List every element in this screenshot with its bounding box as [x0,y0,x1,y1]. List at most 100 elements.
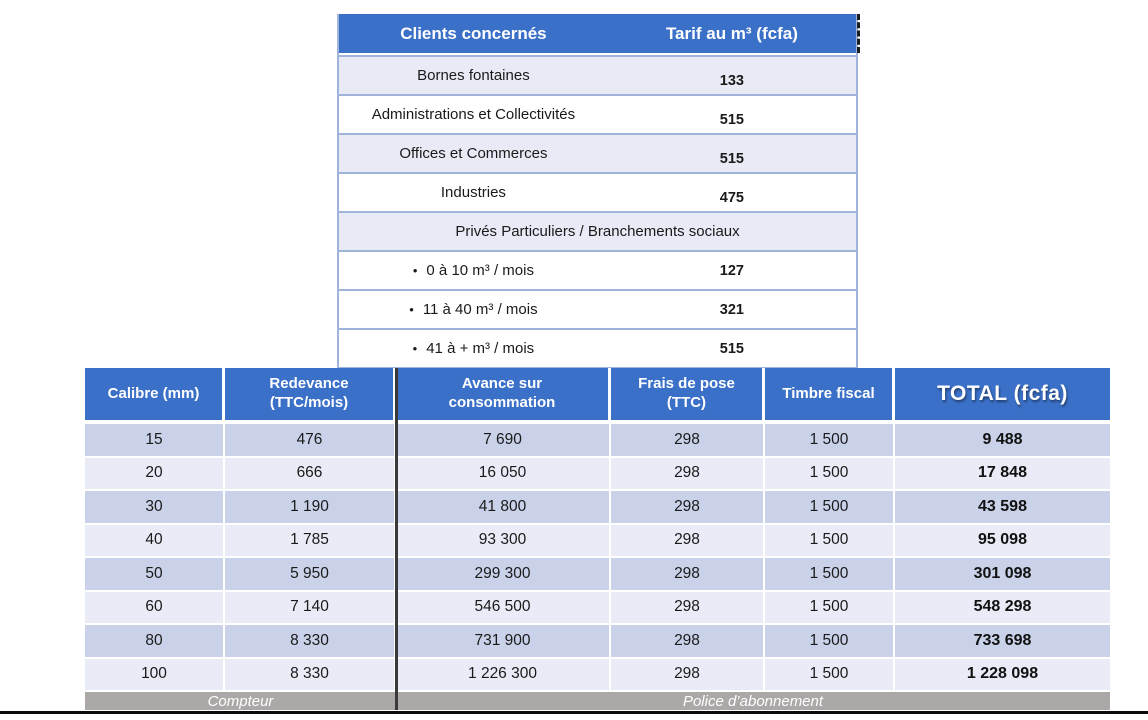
cell-timbre: 1 500 [765,491,895,523]
tariff-row: • 41 à + m³ / mois 515 [339,328,856,367]
tariff-table-header: Clients concernés Tarif au m³ (fcfa) [339,14,860,55]
table-row: 60 7 140 546 500 298 1 500 548 298 [85,591,1110,625]
tariff-row: Administrations et Collectivités 515 [339,94,856,133]
cell-frais-pose: 298 [611,591,765,623]
tariff-section-row: Privés Particuliers / Branchements socia… [339,211,856,250]
bullet-icon: • [412,341,418,356]
cell-redevance: 476 [225,424,396,456]
cell-total: 301 098 [895,558,1110,590]
bullet-icon: • [412,263,418,278]
cell-timbre: 1 500 [765,524,895,556]
cell-total: 43 598 [895,491,1110,523]
cell-total: 733 698 [895,625,1110,657]
cell-calibre: 30 [85,491,225,523]
tariff-client-label: Industries [440,184,506,201]
footer-police-label: Police d’abonnement [682,692,824,710]
cell-avance: 546 500 [396,591,611,623]
subscription-table-header: Calibre (mm) Redevance (TTC/mois) Avance… [85,368,1110,420]
header-timbre: Timbre fiscal [765,368,895,420]
tariff-value: 475 [719,189,744,206]
cell-frais-pose: 298 [611,558,765,590]
tariff-header-clients: Clients concernés [400,23,547,43]
cell-total: 548 298 [895,591,1110,623]
cell-frais-pose: 298 [611,625,765,657]
subscription-table-body: 15 476 7 690 298 1 500 9 488 20 666 16 0… [85,424,1110,692]
cell-redevance: 1 190 [225,491,396,523]
table-row: 50 5 950 299 300 298 1 500 301 098 [85,558,1110,592]
cell-calibre: 15 [85,424,225,456]
tariff-bracket-label: 0 à 10 m³ / mois [426,262,534,279]
compteur-police-divider [395,368,398,710]
cell-frais-pose: 298 [611,524,765,556]
tariff-value: 321 [719,301,744,318]
tariff-client-label: • 11 à 40 m³ / mois [339,301,608,318]
cell-avance: 731 900 [396,625,611,657]
cell-redevance: 8 330 [225,658,396,690]
cell-calibre: 50 [85,558,225,590]
cell-frais-pose: 298 [611,658,765,690]
cell-avance: 299 300 [396,558,611,590]
bottom-border-line [0,711,1148,714]
tariff-row: • 11 à 40 m³ / mois 321 [339,289,856,328]
cell-total: 17 848 [895,457,1110,489]
tariff-header-tarif: Tarif au m³ (fcfa) [665,23,798,43]
cell-redevance: 8 330 [225,625,396,657]
cell-redevance: 1 785 [225,524,396,556]
cell-timbre: 1 500 [765,625,895,657]
cell-redevance: 7 140 [225,591,396,623]
table-row: 15 476 7 690 298 1 500 9 488 [85,424,1110,458]
bullet-icon: • [409,302,414,317]
tariff-bracket-label: 41 à + m³ / mois [426,340,535,357]
cell-redevance: 666 [225,457,396,489]
cell-frais-pose: 298 [611,424,765,456]
cell-calibre: 40 [85,524,225,556]
subscription-table: Calibre (mm) Redevance (TTC/mois) Avance… [85,368,1110,710]
cell-calibre: 60 [85,591,225,623]
tariff-value: 515 [719,340,744,357]
tariff-value: 127 [719,262,744,279]
table-row: 20 666 16 050 298 1 500 17 848 [85,457,1110,491]
cell-calibre: 20 [85,457,225,489]
header-redevance: Redevance (TTC/mois) [225,368,396,420]
cell-timbre: 1 500 [765,424,895,456]
table-row: 40 1 785 93 300 298 1 500 95 098 [85,524,1110,558]
cell-frais-pose: 298 [611,491,765,523]
subscription-table-footer: Compteur Police d’abonnement [85,692,1110,710]
header-avance: Avance sur consommation [396,368,611,420]
tariff-client-label: • 0 à 10 m³ / mois [339,262,608,279]
cell-total: 1 228 098 [895,658,1110,690]
header-calibre: Calibre (mm) [85,368,225,420]
cell-redevance: 5 950 [225,558,396,590]
cell-calibre: 80 [85,625,225,657]
cell-avance: 16 050 [396,457,611,489]
cell-timbre: 1 500 [765,457,895,489]
cell-total: 95 098 [895,524,1110,556]
tariff-row: • 0 à 10 m³ / mois 127 [339,250,856,289]
tariff-row: Bornes fontaines 133 [339,55,856,94]
tariff-value: 515 [719,111,744,128]
cell-avance: 93 300 [396,524,611,556]
tariff-value: 133 [719,72,744,89]
cell-calibre: 100 [85,658,225,690]
tariff-client-label: • 41 à + m³ / mois [339,340,608,357]
footer-compteur-label: Compteur [207,692,274,710]
tariff-row: Offices et Commerces 515 [339,133,856,172]
tariff-bracket-label: 11 à 40 m³ / mois [422,301,538,318]
cell-avance: 1 226 300 [396,658,611,690]
tariff-client-label: Administrations et Collectivités [371,106,576,123]
tariff-section-label: Privés Particuliers / Branchements socia… [455,223,740,240]
header-total: TOTAL (fcfa) [895,368,1110,420]
table-row: 100 8 330 1 226 300 298 1 500 1 228 098 [85,658,1110,692]
cell-timbre: 1 500 [765,591,895,623]
table-row: 80 8 330 731 900 298 1 500 733 698 [85,625,1110,659]
tariff-client-label: Offices et Commerces [399,145,548,162]
cell-timbre: 1 500 [765,658,895,690]
header-frais-pose: Frais de pose (TTC) [611,368,765,420]
tariff-row: Industries 475 [339,172,856,211]
cell-total: 9 488 [895,424,1110,456]
cell-frais-pose: 298 [611,457,765,489]
cell-avance: 41 800 [396,491,611,523]
table-row: 30 1 190 41 800 298 1 500 43 598 [85,491,1110,525]
cell-timbre: 1 500 [765,558,895,590]
